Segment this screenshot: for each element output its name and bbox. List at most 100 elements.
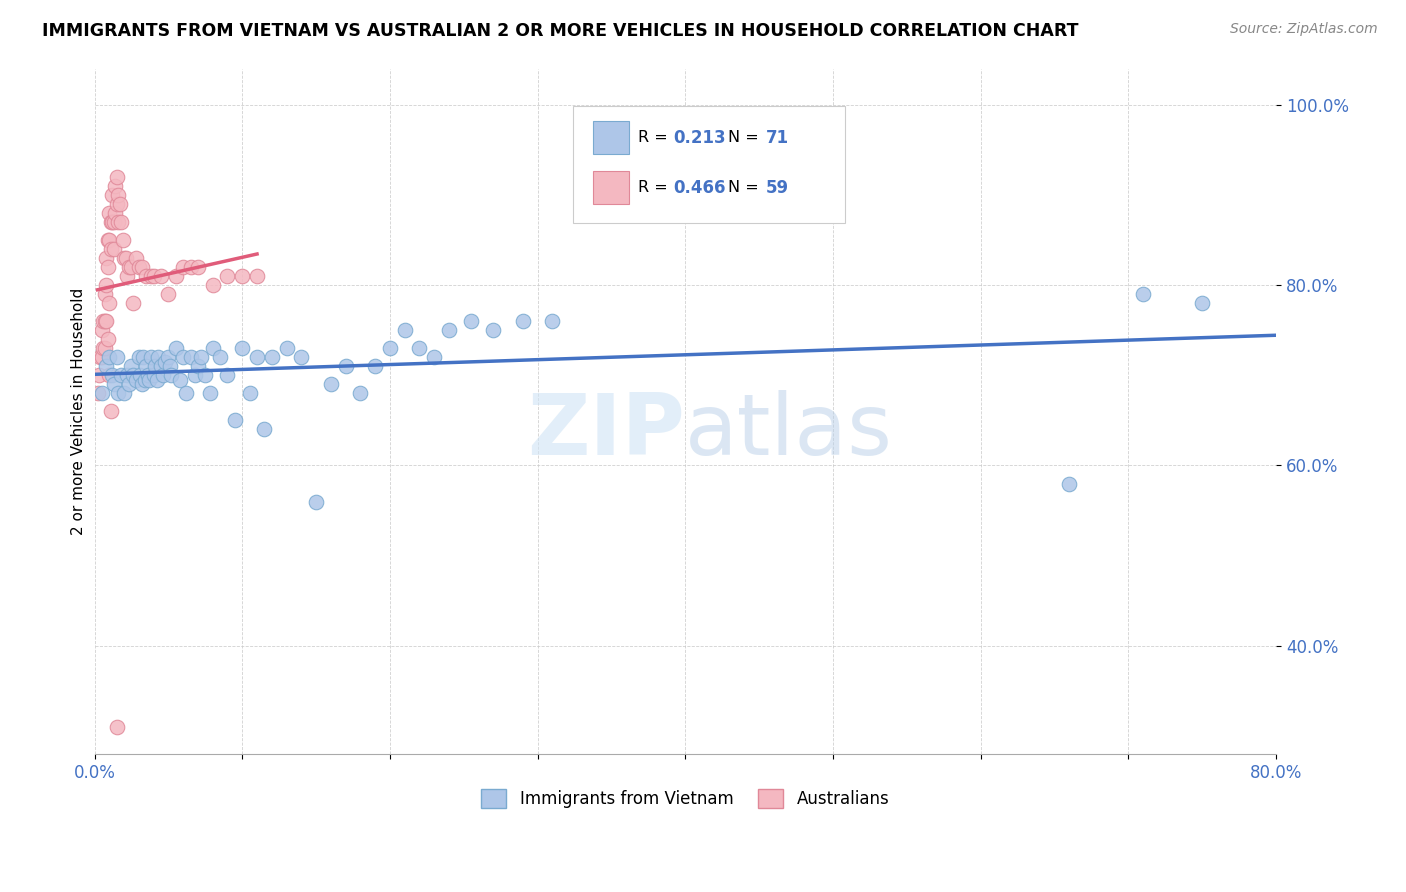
Point [138, 373, 160, 387]
Point [112, 251, 135, 265]
Point [1191, 296, 1213, 310]
Point [187, 359, 209, 374]
Point [139, 350, 162, 364]
Point [105, 169, 128, 184]
Point [142, 268, 165, 283]
FancyBboxPatch shape [593, 171, 628, 204]
Point [128, 260, 150, 274]
Point [131, 377, 153, 392]
Point [94, 314, 117, 328]
Text: N =: N = [728, 180, 763, 195]
Point [100, 242, 122, 256]
Point [86, 386, 108, 401]
Point [108, 197, 131, 211]
Point [482, 323, 505, 337]
Point [89, 350, 111, 364]
Point [122, 296, 145, 310]
Point [172, 350, 194, 364]
Point [180, 260, 202, 274]
Point [103, 242, 125, 256]
Point [155, 355, 177, 369]
Point [201, 278, 224, 293]
Point [105, 720, 128, 734]
Point [194, 368, 217, 383]
Point [187, 260, 209, 274]
Text: 59: 59 [766, 178, 789, 197]
Point [201, 341, 224, 355]
Point [96, 359, 118, 374]
Point [105, 350, 128, 364]
Point [100, 215, 122, 229]
Point [114, 251, 136, 265]
Point [93, 314, 115, 328]
Point [129, 368, 152, 383]
Point [172, 260, 194, 274]
Point [107, 187, 129, 202]
Point [349, 386, 371, 401]
Point [112, 386, 135, 401]
Point [125, 373, 148, 387]
Point [117, 260, 139, 274]
Point [132, 350, 155, 364]
Point [408, 341, 430, 355]
Point [121, 260, 143, 274]
Point [165, 341, 187, 355]
Text: R =: R = [638, 130, 673, 145]
Point [253, 422, 276, 436]
Point [122, 368, 145, 383]
Point [276, 341, 298, 355]
Point [209, 350, 232, 364]
Point [98, 368, 121, 383]
Point [142, 368, 165, 383]
Point [97, 332, 120, 346]
Point [198, 386, 221, 401]
Point [512, 314, 534, 328]
Y-axis label: 2 or more Vehicles in Household: 2 or more Vehicles in Household [72, 288, 86, 535]
Point [541, 314, 564, 328]
Text: Source: ZipAtlas.com: Source: ZipAtlas.com [1230, 22, 1378, 37]
Point [143, 359, 166, 374]
Point [110, 215, 132, 229]
Point [104, 206, 127, 220]
Point [152, 368, 174, 383]
Point [115, 368, 138, 383]
Point [437, 323, 460, 337]
Point [98, 296, 121, 310]
Point [131, 260, 153, 274]
Point [423, 350, 446, 364]
Point [169, 373, 191, 387]
Point [115, 268, 138, 283]
Point [157, 287, 180, 301]
Point [91, 323, 114, 337]
Point [93, 341, 115, 355]
Point [184, 368, 207, 383]
Text: R =: R = [638, 180, 673, 195]
Point [319, 377, 342, 392]
Point [136, 368, 159, 383]
Point [101, 215, 124, 229]
FancyBboxPatch shape [574, 106, 845, 223]
Text: 0.466: 0.466 [673, 178, 725, 197]
Point [150, 359, 173, 374]
Point [224, 413, 246, 427]
Point [94, 341, 117, 355]
Point [217, 368, 239, 383]
FancyBboxPatch shape [593, 121, 628, 154]
Point [1059, 476, 1081, 491]
Point [103, 377, 125, 392]
Point [150, 268, 173, 283]
Text: 71: 71 [766, 128, 789, 147]
Point [97, 260, 120, 274]
Point [174, 386, 197, 401]
Point [107, 215, 129, 229]
Point [394, 323, 416, 337]
Point [134, 373, 156, 387]
Point [260, 350, 283, 364]
Point [96, 278, 118, 293]
Point [111, 233, 134, 247]
Point [101, 368, 124, 383]
Point [96, 251, 118, 265]
Point [103, 215, 125, 229]
Point [290, 350, 312, 364]
Point [87, 368, 110, 383]
